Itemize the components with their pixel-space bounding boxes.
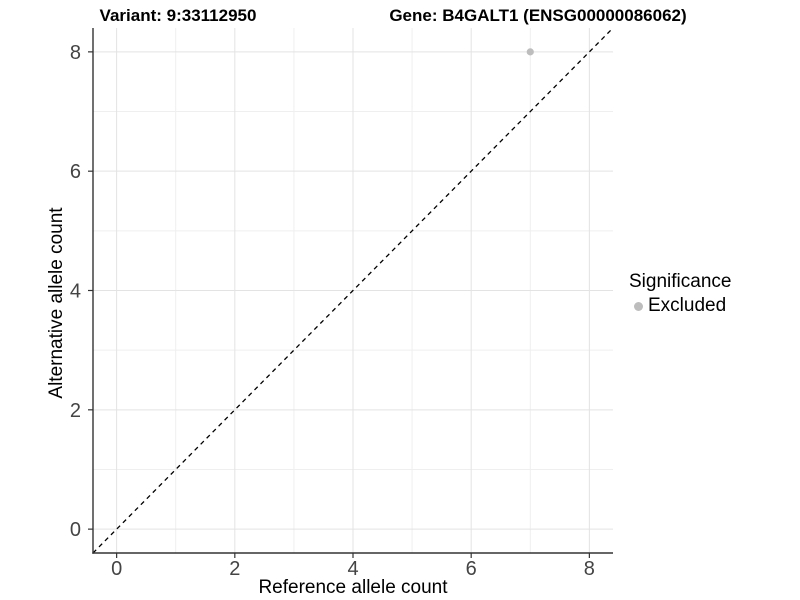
legend-title: Significance (629, 271, 732, 292)
x-tick-label: 8 (584, 558, 595, 580)
y-tick-label: 8 (70, 42, 81, 64)
excluded-point-swatch (634, 301, 643, 311)
y-tick-label: 4 (70, 281, 81, 303)
y-tick-label: 2 (70, 400, 81, 422)
x-tick-label: 4 (347, 558, 358, 580)
data-point (526, 48, 534, 56)
y-tick-label: 0 (70, 519, 81, 541)
x-tick-label: 6 (466, 558, 477, 580)
gene-title: Gene: B4GALT1 (ENSG00000086062) (389, 6, 687, 25)
x-tick-label: 0 (111, 558, 122, 580)
x-tick-label: 2 (229, 558, 240, 580)
identity-dashed-line (92, 27, 614, 554)
x-axis-title: Reference allele count (258, 577, 448, 598)
y-tick-label: 6 (70, 161, 81, 183)
variant-title: Variant: 9:33112950 (99, 6, 257, 25)
legend-entry-label: Excluded (648, 295, 727, 316)
legend: Significance Excluded (629, 271, 731, 317)
legend-entry-excluded: Excluded (629, 295, 731, 317)
y-axis-title: Alternative allele count (46, 207, 67, 399)
